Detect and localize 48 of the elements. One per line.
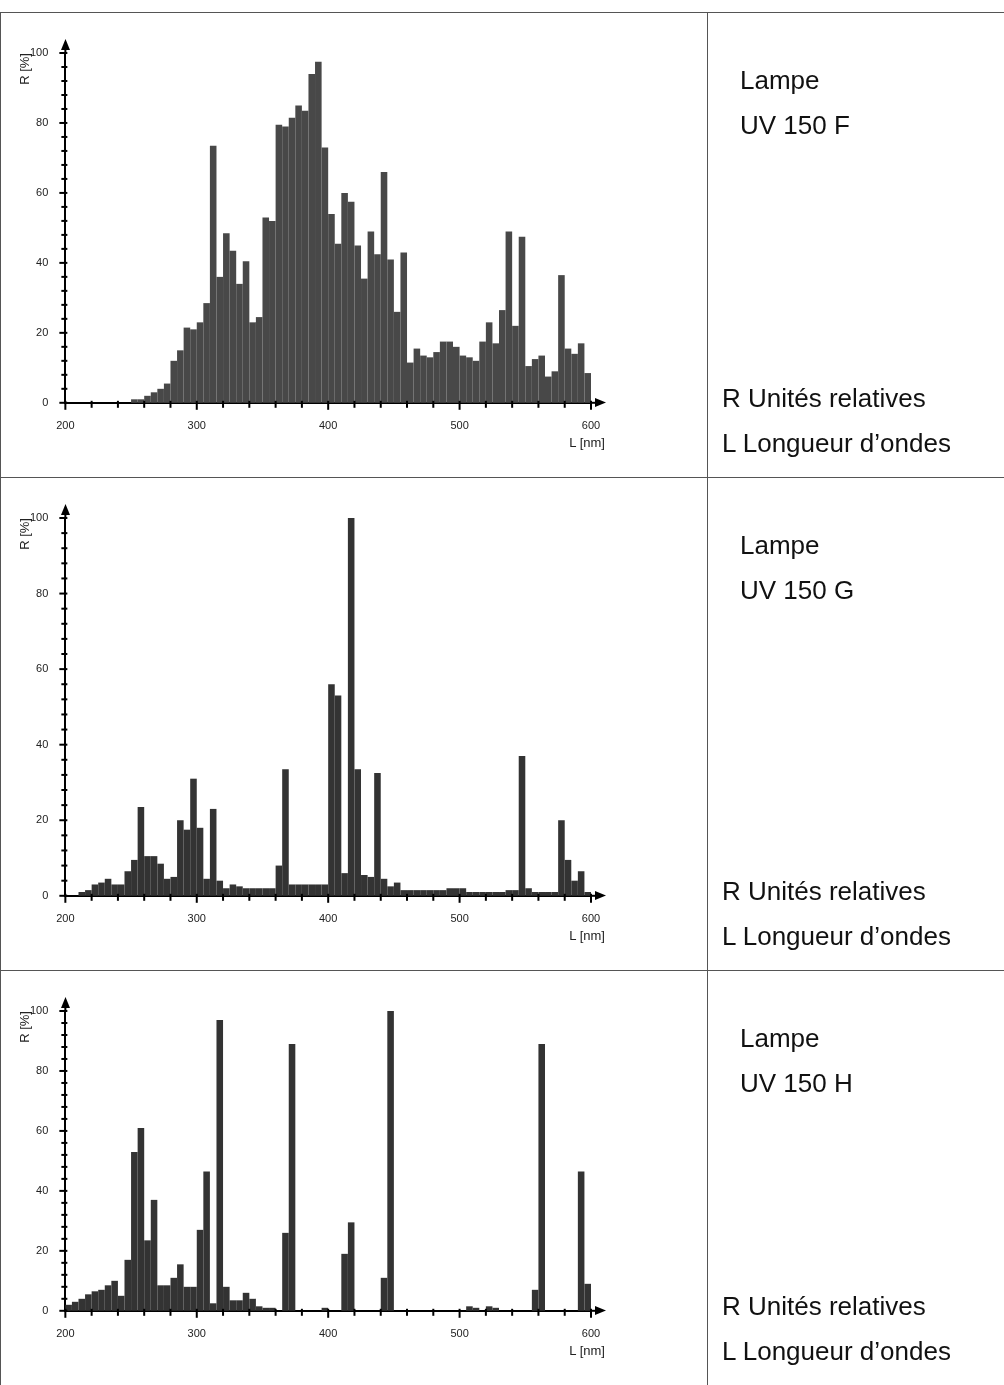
y-tick-label: 20 [36, 813, 49, 826]
text: Lampe [740, 1023, 820, 1054]
y-tick-label: 40 [36, 1183, 49, 1196]
x-axis-title: L [nm] [569, 1342, 605, 1358]
y-axis-title: R [%] [16, 1011, 32, 1043]
y-tick-label: 80 [36, 586, 49, 599]
x-tick-label: 500 [450, 419, 469, 432]
y-tick-label: 40 [36, 737, 49, 750]
x-tick-label: 200 [56, 912, 75, 925]
x-tick-label: 400 [319, 1327, 338, 1340]
y-tick-label: 80 [36, 1063, 49, 1076]
x-axis-title: L [nm] [569, 434, 605, 450]
y-tick-label: 0 [42, 1303, 49, 1316]
text: L Longueur d’ondes [722, 1336, 951, 1367]
y-axis-title: R [%] [16, 518, 32, 550]
y-tick-label: 60 [36, 1123, 49, 1136]
text: UV 150 G [740, 575, 855, 606]
x-tick-label: 400 [319, 419, 338, 432]
x-tick-label: 200 [56, 419, 75, 432]
x-tick-label: 300 [187, 419, 206, 432]
y-tick-label: 20 [36, 1243, 49, 1256]
y-tick-label: 80 [36, 115, 49, 128]
x-tick-label: 400 [319, 912, 338, 925]
x-tick-label: 300 [187, 912, 206, 925]
y-tick-label: 60 [36, 185, 49, 198]
y-tick-label: 20 [36, 325, 49, 338]
y-tick-label: 0 [42, 395, 49, 408]
x-tick-label: 600 [581, 419, 601, 432]
x-tick-label: 300 [187, 1327, 206, 1340]
text: R Unités relatives [722, 383, 926, 414]
text: UV 150 F [740, 110, 850, 141]
y-tick-label: 40 [36, 255, 49, 268]
y-axis-title: R [%] [16, 53, 32, 85]
x-tick-label: 200 [56, 1327, 75, 1340]
x-tick-label: 500 [450, 1327, 469, 1340]
text: R Unités relatives [722, 1291, 926, 1322]
x-axis-title: L [nm] [569, 927, 605, 943]
x-tick-label: 600 [581, 912, 601, 925]
text: Lampe [740, 530, 820, 561]
x-tick-label: 500 [450, 912, 469, 925]
text: L Longueur d’ondes [722, 428, 951, 459]
text: Lampe [740, 65, 820, 96]
text: L Longueur d’ondes [722, 921, 951, 952]
x-tick-label: 600 [581, 1327, 601, 1340]
text: UV 150 H [740, 1068, 853, 1099]
text: R Unités relatives [722, 876, 926, 907]
y-tick-label: 60 [36, 662, 49, 675]
y-tick-label: 0 [42, 888, 49, 901]
